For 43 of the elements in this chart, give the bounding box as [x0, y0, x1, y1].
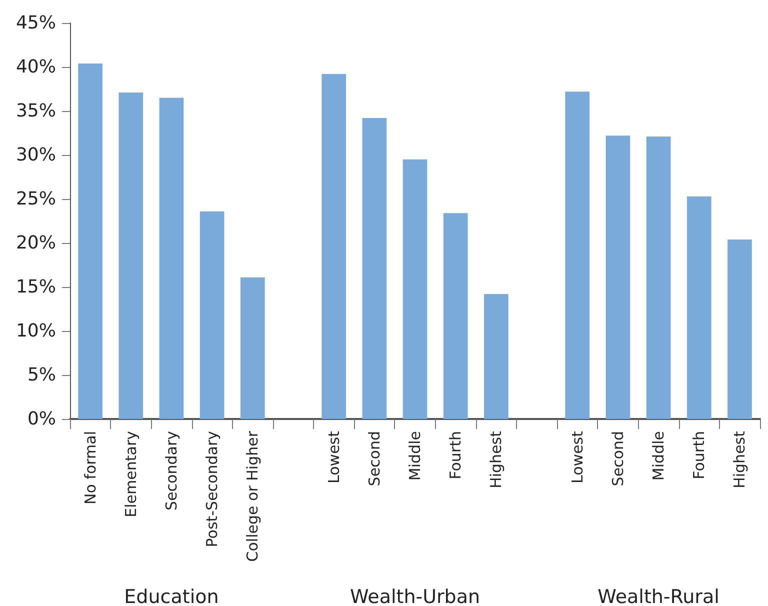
x-tick-label: Post-Secondary	[203, 430, 222, 548]
x-tick-label: Fourth	[446, 431, 465, 480]
y-tick-label: 35%	[16, 100, 56, 122]
x-tick-label: Lowest	[568, 430, 586, 484]
y-tick-label: 0%	[27, 408, 56, 430]
bar	[159, 98, 184, 419]
bar	[565, 92, 590, 419]
y-tick-label: 30%	[16, 144, 56, 166]
y-tick-label: 15%	[16, 276, 56, 298]
bar	[484, 294, 508, 419]
y-tick-label: 20%	[16, 232, 56, 254]
y-tick-label: 10%	[16, 320, 56, 342]
text: Wealth-Urban	[350, 586, 480, 606]
y-tick-label: 5%	[27, 364, 56, 386]
bar	[118, 92, 144, 419]
x-tick-label: Elementary	[122, 430, 140, 518]
y-tick-label: 25%	[16, 188, 56, 210]
bar	[240, 277, 265, 419]
x-tick-label: Secondary	[162, 430, 180, 510]
text: Education	[124, 586, 219, 606]
x-tick-label: Highest	[487, 430, 506, 488]
bar	[362, 118, 387, 419]
y-tick-label: 40%	[16, 56, 56, 78]
text: Wealth-Rural	[598, 586, 720, 606]
bar	[728, 239, 752, 419]
bar	[606, 136, 630, 419]
x-tick-label: No formal	[81, 431, 100, 504]
bar	[646, 136, 671, 419]
x-tick-label: Second	[365, 431, 384, 486]
bar	[322, 74, 346, 419]
bar	[78, 63, 102, 419]
y-tick-label: 45%	[16, 12, 56, 34]
x-tick-label: Highest	[730, 430, 749, 488]
x-tick-label: College or Higher	[244, 430, 262, 562]
bar	[402, 159, 428, 419]
x-tick-label: Second	[608, 431, 627, 486]
x-tick-label: Middle	[650, 431, 668, 481]
x-tick-label: Middle	[406, 431, 424, 481]
x-tick-label: Lowest	[324, 430, 343, 484]
bar	[200, 211, 224, 419]
x-tick-label: Fourth	[690, 431, 708, 480]
bar	[686, 196, 712, 419]
bar	[443, 213, 468, 419]
